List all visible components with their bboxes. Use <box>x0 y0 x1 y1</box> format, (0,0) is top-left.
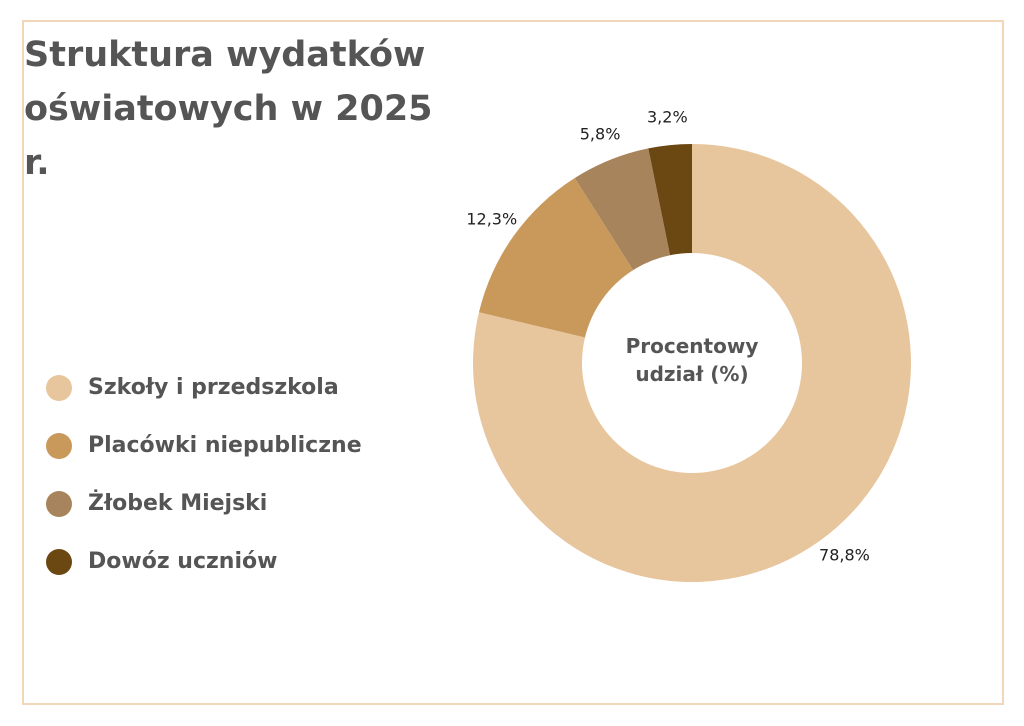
value-label: 78,8% <box>819 546 870 565</box>
legend-label: Szkoły i przedszkola <box>88 375 339 400</box>
chart-title: Struktura wydatków oświatowych w 2025 r. <box>24 35 433 183</box>
frame <box>22 20 1004 705</box>
donut-segment <box>574 148 671 271</box>
legend-label: Placówki niepubliczne <box>88 433 362 458</box>
value-label: 12,3% <box>466 210 517 229</box>
center-label: Procentowy udział (%) <box>625 334 759 386</box>
donut-segment <box>478 178 634 338</box>
legend-swatch <box>46 549 72 575</box>
legend-swatch <box>46 433 72 459</box>
donut-segment <box>648 144 692 256</box>
donut-segment <box>473 144 911 582</box>
legend-label: Dowóz uczniów <box>88 549 277 574</box>
value-label: 5,8% <box>580 124 621 143</box>
legend-swatch <box>46 375 72 401</box>
legend-swatch <box>46 491 72 517</box>
value-label: 3,2% <box>647 108 688 127</box>
legend-label: Żłobek Miejski <box>88 490 267 516</box>
